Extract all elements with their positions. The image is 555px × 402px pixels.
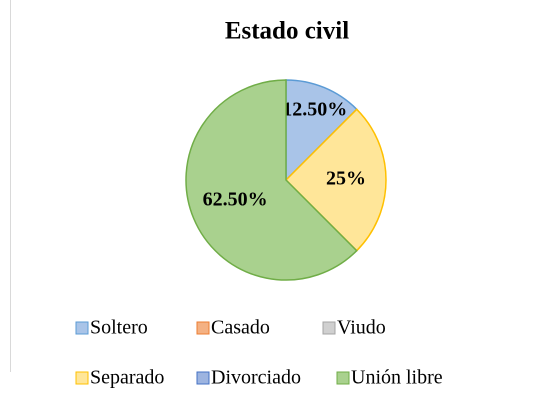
pie-slice [284, 108, 387, 252]
legend-swatch [196, 371, 210, 385]
pie-slice [285, 79, 358, 182]
legend-label: Divorciado [211, 367, 301, 389]
legend-label: Viudo [337, 317, 386, 339]
data-label: 62.50% [203, 189, 268, 211]
legend-swatch [196, 321, 210, 335]
legend-swatch [336, 371, 350, 385]
chart-title: Estado civil [225, 18, 349, 45]
legend-swatch [75, 371, 89, 385]
legend-swatch [322, 321, 336, 335]
data-label: 12.50% [282, 98, 347, 120]
legend-swatch [75, 321, 89, 335]
legend-label: Casado [211, 317, 270, 339]
legend-label: Soltero [90, 317, 148, 339]
legend-label: Separado [90, 367, 164, 389]
pie-slice [185, 79, 358, 281]
legend-label: Unión libre [351, 367, 443, 389]
data-label: 25% [326, 168, 366, 190]
